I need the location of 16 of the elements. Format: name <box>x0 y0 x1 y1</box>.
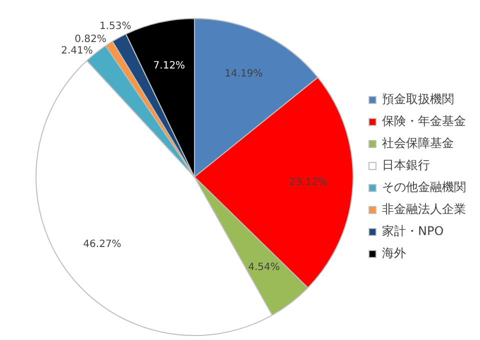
legend-label: 社会保障基金 <box>382 136 454 150</box>
data-label: 1.53% <box>99 21 132 32</box>
legend-label: 日本銀行 <box>382 158 430 172</box>
data-label: 0.82% <box>74 34 106 45</box>
data-label: 2.41% <box>61 46 93 57</box>
data-label: 7.12% <box>153 60 186 72</box>
data-label: 14.19% <box>224 68 263 80</box>
legend-label: その他金融機関 <box>382 180 466 194</box>
data-label: 4.54% <box>248 262 280 274</box>
data-label: 46.27% <box>83 238 122 250</box>
legend-label: 預金取扱機関 <box>382 92 454 106</box>
legend-label: 保険・年金基金 <box>382 114 466 128</box>
legend-label: 非金融法人企業 <box>382 202 466 216</box>
legend-label: 海外 <box>382 246 406 260</box>
data-label: 23.12% <box>289 176 328 188</box>
legend-label: 家計・NPO <box>382 224 444 238</box>
